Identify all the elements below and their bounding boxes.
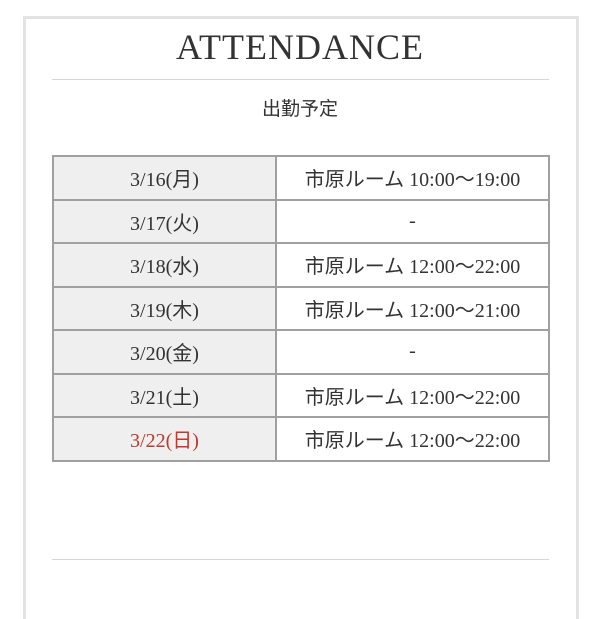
schedule-row: 3/20(金) - (52, 329, 550, 375)
schedule-shift: - (275, 329, 550, 375)
schedule-row: 3/22(日) 市原ルーム 12:00〜22:00 (52, 416, 550, 462)
schedule-row: 3/21(土) 市原ルーム 12:00〜22:00 (52, 372, 550, 418)
schedule-date: 3/22(日) (52, 416, 277, 462)
schedule-row: 3/19(木) 市原ルーム 12:00〜21:00 (52, 285, 550, 331)
schedule-table: 3/16(月) 市原ルーム 10:00〜19:00 3/17(火) -3/18(水) 市… (52, 155, 550, 462)
bottom-divider (52, 559, 549, 560)
schedule-shift: 市原ルーム 12:00〜22:00 (275, 372, 550, 418)
schedule-date: 3/19(木) (52, 285, 277, 331)
schedule-shift: 市原ルーム 12:00〜21:00 (275, 285, 550, 331)
section-title: ATTENDANCE (176, 27, 424, 67)
schedule-date: 3/18(水) (52, 242, 277, 288)
title-divider (52, 79, 549, 80)
schedule-date: 3/20(金) (52, 329, 277, 375)
schedule-row: 3/16(月) 市原ルーム 10:00〜19:00 (52, 155, 550, 201)
schedule-row: 3/17(火) - (52, 198, 550, 244)
schedule-shift: 市原ルーム 12:00〜22:00 (275, 416, 550, 462)
schedule-shift: 市原ルーム 12:00〜22:00 (275, 242, 550, 288)
schedule-date: 3/17(火) (52, 198, 277, 244)
schedule-shift: 市原ルーム 10:00〜19:00 (275, 155, 550, 201)
section-subtitle: 出勤予定 (261, 98, 338, 120)
schedule-row: 3/18(水) 市原ルーム 12:00〜22:00 (52, 242, 550, 288)
schedule-date: 3/16(月) (52, 155, 277, 201)
schedule-shift: - (275, 198, 550, 244)
schedule-date: 3/21(土) (52, 372, 277, 418)
attendance-panel (23, 16, 579, 619)
